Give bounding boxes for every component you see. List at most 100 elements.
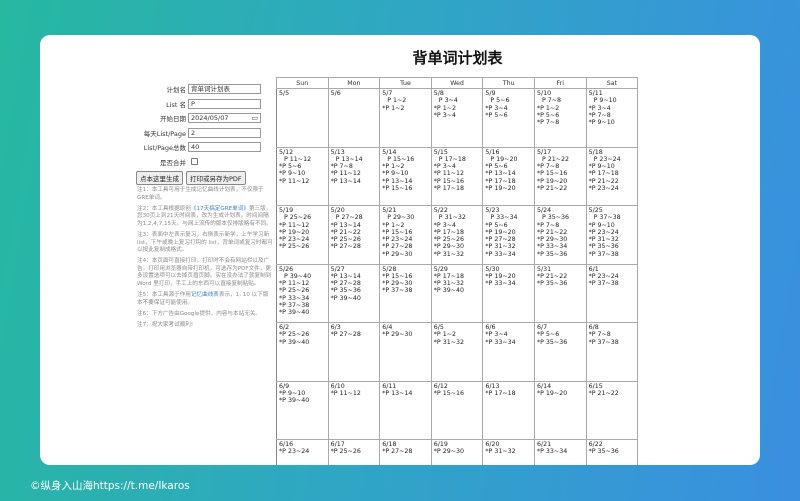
day-date: 5/26	[279, 265, 294, 273]
per-day-label: 每天List/Page	[143, 129, 186, 138]
calendar-day-cell: 5/5	[276, 88, 329, 148]
calendar-day-cell: 6/15 *P 21~22	[585, 380, 639, 440]
review-item: *P 1~2	[536, 104, 560, 112]
day-date: 6/8	[588, 324, 599, 331]
day-date: 6/9	[279, 382, 290, 390]
calendar-day-cell: 6/2 *P 25~26 *P 39~40	[276, 322, 329, 382]
total-label: List/Page总数	[143, 144, 186, 153]
day-date: 5/24	[536, 207, 552, 214]
note-link[interactable]: 记忆曲线表	[190, 292, 219, 299]
calendar-day-cell: 6/6 *P 3~4 *P 33~34	[482, 322, 535, 382]
new-item: P 39~40	[284, 272, 312, 280]
calendar-day-cell: 5/8 P 3~4 *P 1~2 *P 3~4	[430, 88, 484, 148]
day-date: 5/27	[330, 265, 345, 273]
day-date: 5/12	[279, 148, 294, 156]
new-item: P 1~2	[387, 97, 407, 105]
day-date: 5/13	[330, 148, 345, 156]
review-item: *P 5~6	[485, 221, 508, 229]
review-item: *P 31~32	[433, 250, 465, 258]
calendar-day-cell: 6/19 *P 29~30	[430, 439, 484, 465]
review-item: *P 31~32	[485, 448, 516, 456]
review-item: *P 35~36	[330, 287, 361, 295]
review-item: *P 39~40	[279, 309, 310, 317]
day-date: 5/21	[382, 207, 397, 214]
merge-checkbox[interactable]	[191, 158, 198, 166]
review-item: *P 11~12	[330, 170, 361, 178]
calendar-week-row: 5/12 P 11~12 *P 5~6 *P 9~10 *P 11~12 5/13 P 13…	[276, 146, 639, 206]
plan-name-input[interactable]: 背单词计划表	[188, 84, 261, 95]
review-item: *P 33~34	[536, 448, 568, 456]
review-item: *P 3~4	[485, 331, 508, 339]
review-item: *P 25~26	[279, 287, 310, 295]
list-name-input[interactable]: P	[188, 98, 261, 109]
calendar-day-cell: 5/23 P 33~34 *P 5~6 *P 19~20 *P 27~28 *P 31~3…	[482, 205, 535, 265]
calendar-day-cell: 5/24 P 35~36 *P 7~8 *P 21~22 *P 29~30 *P 33~3…	[533, 205, 587, 265]
calendar-day-cell: 5/30 *P 19~20 *P 33~34	[482, 263, 535, 323]
calendar-day-cell: 5/21 P 29~30 *P 1~2 *P 15~16 *P 23~24 *P 27~2…	[379, 205, 432, 265]
note-link[interactable]: 《17天搞定GRE单词》	[190, 205, 249, 212]
review-item: *P 29~30	[536, 236, 568, 244]
note-item: 注5：本工具源于作用记忆曲线表表示，1, 10 以下版本不要保证可能使用。	[137, 292, 274, 307]
review-item: *P 23~24	[588, 228, 619, 236]
review-item: *P 3~4	[485, 104, 508, 112]
review-item: *P 37~38	[588, 280, 619, 288]
review-item: *P 9~10	[279, 389, 306, 397]
review-item: *P 19~20	[536, 177, 568, 185]
review-item: *P 29~30	[382, 331, 413, 339]
note-item: 注6：下方广告由Google提供，内容与本站无关。	[137, 311, 274, 319]
calendar-day-cell: 5/26 P 39~40 *P 11~12 *P 25~26 *P 33~34 *P 37…	[276, 263, 329, 323]
review-item: *P 11~12	[279, 280, 310, 288]
review-item: *P 1~2	[433, 331, 457, 339]
note-item: 注3：表面中左表示复习，右侧表示新学，上午学习新 list，下午或晚上复习打钩的…	[137, 232, 274, 255]
review-item: *P 23~24	[588, 272, 619, 280]
calendar-icon[interactable]: ▭	[251, 114, 258, 123]
list-name-label: List 名	[166, 100, 186, 109]
start-date-label: 开始日期	[160, 115, 186, 124]
notes: 注1：本工具可用于生成记忆曲线计划表，不仅限于GRE单词。注2：本工具根据原创《…	[137, 187, 274, 333]
page-title: 背单词计划表	[412, 49, 503, 67]
calendar-day-cell: 5/16 P 19~20 *P 5~6 *P 13~14 *P 17~18 *P 19~2…	[482, 146, 535, 206]
review-item: *P 1~2	[433, 104, 457, 112]
review-item: *P 5~6	[485, 111, 508, 119]
new-item: P 15~16	[387, 155, 415, 163]
day-date: 6/20	[485, 441, 500, 448]
review-item: *P 9~10	[588, 221, 615, 229]
generate-button[interactable]: 点本这里生成	[136, 171, 183, 185]
review-item: *P 13~14	[382, 389, 413, 397]
start-date-input[interactable]: 2024/05/07 ▭	[188, 113, 261, 124]
calendar-day-cell: 5/18 P 23~24 *P 9~10 *P 17~18 *P 21~22 *P 23~…	[585, 146, 639, 206]
print-button[interactable]: 打印或另存为PDF	[186, 171, 246, 185]
day-date: 5/10	[536, 90, 552, 97]
review-item: *P 23~24	[382, 236, 413, 244]
calendar-day-cell: 6/21 *P 33~34	[533, 439, 587, 465]
note-text: 注5：本工具源于作用	[137, 292, 191, 299]
review-item: *P 5~6	[279, 163, 302, 171]
day-date: 5/15	[433, 148, 448, 156]
day-date: 6/6	[485, 324, 496, 331]
review-item: *P 17~18	[433, 184, 465, 192]
calendar-day-cell: 5/7 P 1~2 *P 1~2	[379, 88, 432, 148]
total-input[interactable]: 40	[188, 142, 261, 153]
review-item: *P 15~16	[536, 170, 568, 178]
new-item: P 31~32	[438, 214, 466, 222]
review-item: *P 7~8	[330, 163, 353, 171]
day-date: 6/16	[279, 441, 294, 448]
note-text: 注2：本工具根据原创	[137, 205, 191, 212]
per-day-input[interactable]: 2	[188, 127, 261, 138]
review-item: *P 21~22	[536, 184, 568, 192]
calendar-day-cell: 6/16 *P 23~24	[276, 439, 329, 465]
review-item: *P 29~30	[433, 243, 465, 251]
day-date: 6/12	[433, 382, 448, 390]
review-item: *P 17~18	[433, 228, 465, 236]
review-item: *P 23~24	[279, 236, 310, 244]
note-item: 注1：本工具可用于生成记忆曲线计划表，不仅限于GRE单词。	[137, 187, 274, 202]
new-item: P 21~22	[541, 155, 570, 163]
review-item: *P 27~28	[330, 243, 361, 251]
review-item: *P 25~26	[330, 236, 361, 244]
review-item: *P 19~20	[536, 389, 568, 397]
day-date: 5/6	[330, 90, 341, 97]
review-item: *P 31~32	[588, 236, 619, 244]
day-date: 5/16	[485, 148, 500, 156]
review-item: *P 15~16	[382, 184, 413, 192]
